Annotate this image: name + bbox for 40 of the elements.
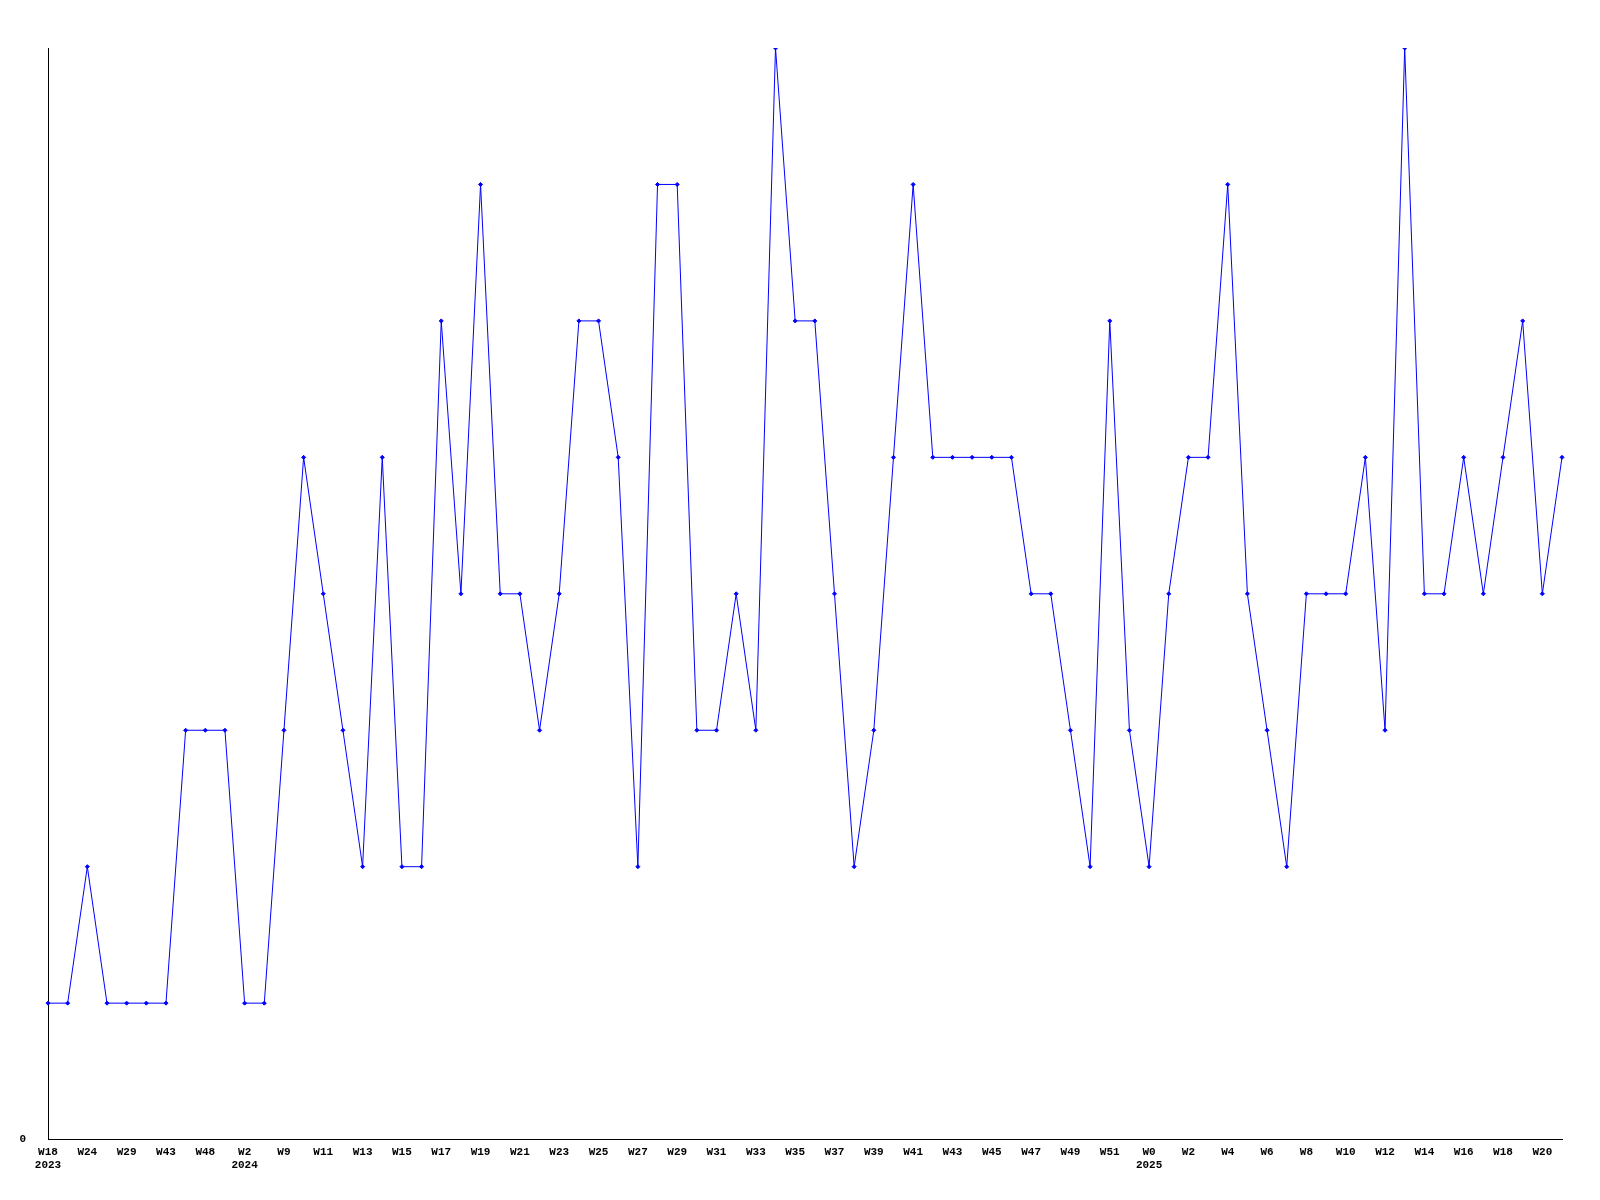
text: 0 [19, 1133, 26, 1146]
x-tick-label: W20 [1532, 1145, 1553, 1158]
x-tick-label: W23 [549, 1145, 570, 1158]
x-tick-label: W43 [942, 1145, 963, 1158]
x-tick-label: W21 [509, 1145, 531, 1158]
x-tick-label: W17 [431, 1145, 452, 1158]
x-tick-label: W6 [1260, 1145, 1274, 1158]
x-tick-label: W43 [156, 1145, 177, 1158]
x-tick-label: W47 [1021, 1145, 1042, 1158]
x-tick-label: W31 [706, 1145, 727, 1158]
x-tick-label: W27 [627, 1145, 648, 1158]
x-tick-label: W15 [392, 1145, 413, 1158]
x-tick-label: W51 [1099, 1145, 1121, 1158]
x-tick-label: W18 2023 [34, 1145, 62, 1172]
x-tick-label: W48 [195, 1145, 216, 1158]
x-tick-label: W18 [1493, 1145, 1514, 1158]
x-tick-label: W37 [824, 1145, 845, 1158]
x-tick-label: W45 [981, 1145, 1003, 1158]
x-tick-label: W39 [863, 1145, 884, 1158]
x-tick-label: W29 [116, 1145, 137, 1158]
x-tick-label: W49 [1060, 1145, 1081, 1158]
x-tick-label: W12 [1375, 1145, 1395, 1158]
x-tick-label: W41 [903, 1145, 924, 1158]
x-tick-label: W2 2024 [231, 1145, 259, 1172]
x-tick-label: W4 [1221, 1145, 1235, 1158]
x-tick-label: W10 [1335, 1145, 1356, 1158]
x-tick-label: W24 [77, 1145, 98, 1158]
x-tick-label: W0 2025 [1135, 1145, 1163, 1172]
x-tick-label: W14 [1414, 1145, 1435, 1158]
x-tick-label: W29 [667, 1145, 688, 1158]
x-tick-label: W16 [1453, 1145, 1474, 1158]
x-tick-label: W8 [1299, 1145, 1314, 1158]
x-tick-label: W2 [1181, 1145, 1196, 1158]
x-tick-label: W35 [785, 1145, 806, 1158]
x-tick-label: W19 [470, 1145, 491, 1158]
x-tick-label: W25 [588, 1145, 609, 1158]
x-tick-label: W9 [277, 1145, 291, 1158]
x-tick-label: W11 [313, 1145, 334, 1158]
x-tick-label: W33 [745, 1145, 767, 1158]
x-tick-label: W13 [352, 1145, 373, 1158]
